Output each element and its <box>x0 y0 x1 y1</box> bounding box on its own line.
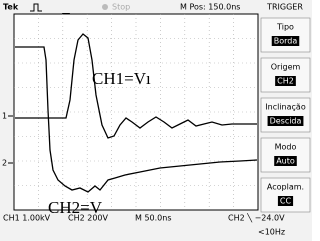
menu-label: Inclinação <box>265 103 306 112</box>
status-dot <box>102 4 108 10</box>
footer-frequency: <10Hz <box>258 228 285 237</box>
menu-label: Modo <box>275 143 297 152</box>
menu-label: Acoplam. <box>267 183 304 192</box>
menu: Tipo Borda Origem CH2 Inclinação Descida Modo A… <box>261 18 310 212</box>
ch2-marker: 2 <box>2 159 7 168</box>
menu-value: Descida <box>270 117 302 126</box>
position: M Pos: 150.0ns <box>180 3 240 12</box>
brand: Tek <box>3 3 19 12</box>
footer-timebase: M 50.0ns <box>135 214 172 223</box>
menu-label: Tipo <box>276 23 294 32</box>
footer-ch2: CH2 200V <box>68 214 109 223</box>
ch1-label: CH1=Vı <box>92 69 151 88</box>
menu-value: Borda <box>274 37 298 46</box>
menu-label: Origem <box>271 63 301 72</box>
oscilloscope-screen: Tek Stop M Pos: 150.0ns TRIGGER 1 2 CH1=… <box>0 0 312 241</box>
menu-value: Auto <box>276 157 295 166</box>
menu-value: CH2 <box>277 77 294 86</box>
menu-title: TRIGGER <box>266 3 303 12</box>
footer-trigger: CH2 ╲ −24.0V <box>228 213 285 223</box>
footer-ch1: CH1 1.00kV <box>3 214 51 223</box>
menu-value: CC <box>280 197 292 206</box>
ch1-marker: 1 <box>2 112 7 121</box>
status: Stop <box>112 3 130 12</box>
